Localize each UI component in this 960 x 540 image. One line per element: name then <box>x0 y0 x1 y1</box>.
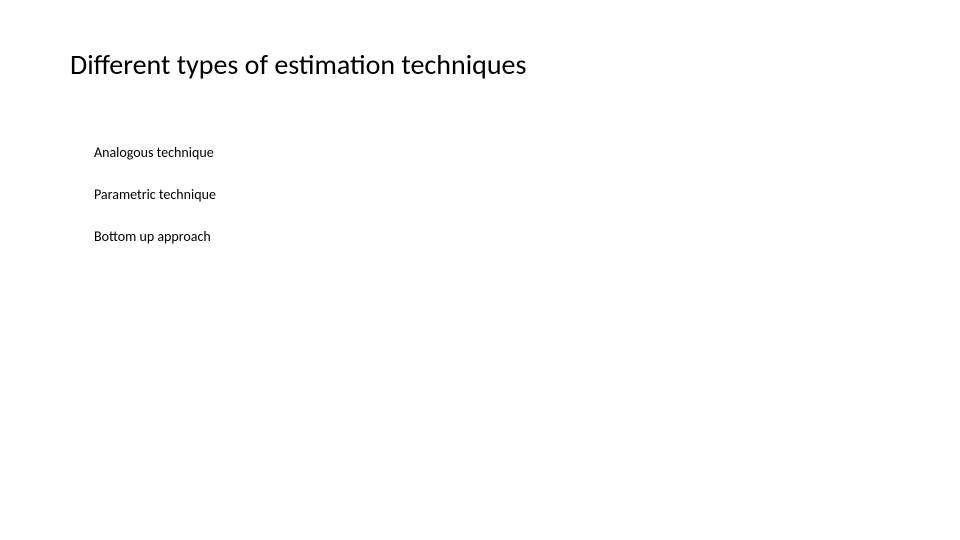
slide-title: Different types of estimation techniques <box>70 48 890 82</box>
list-item: Analogous technique <box>94 144 890 162</box>
list-item: Bottom up approach <box>94 228 890 246</box>
techniques-list: Analogous technique Parametric technique… <box>70 144 890 247</box>
list-item: Parametric technique <box>94 186 890 204</box>
slide-container: Different types of estimation techniques… <box>0 0 960 540</box>
